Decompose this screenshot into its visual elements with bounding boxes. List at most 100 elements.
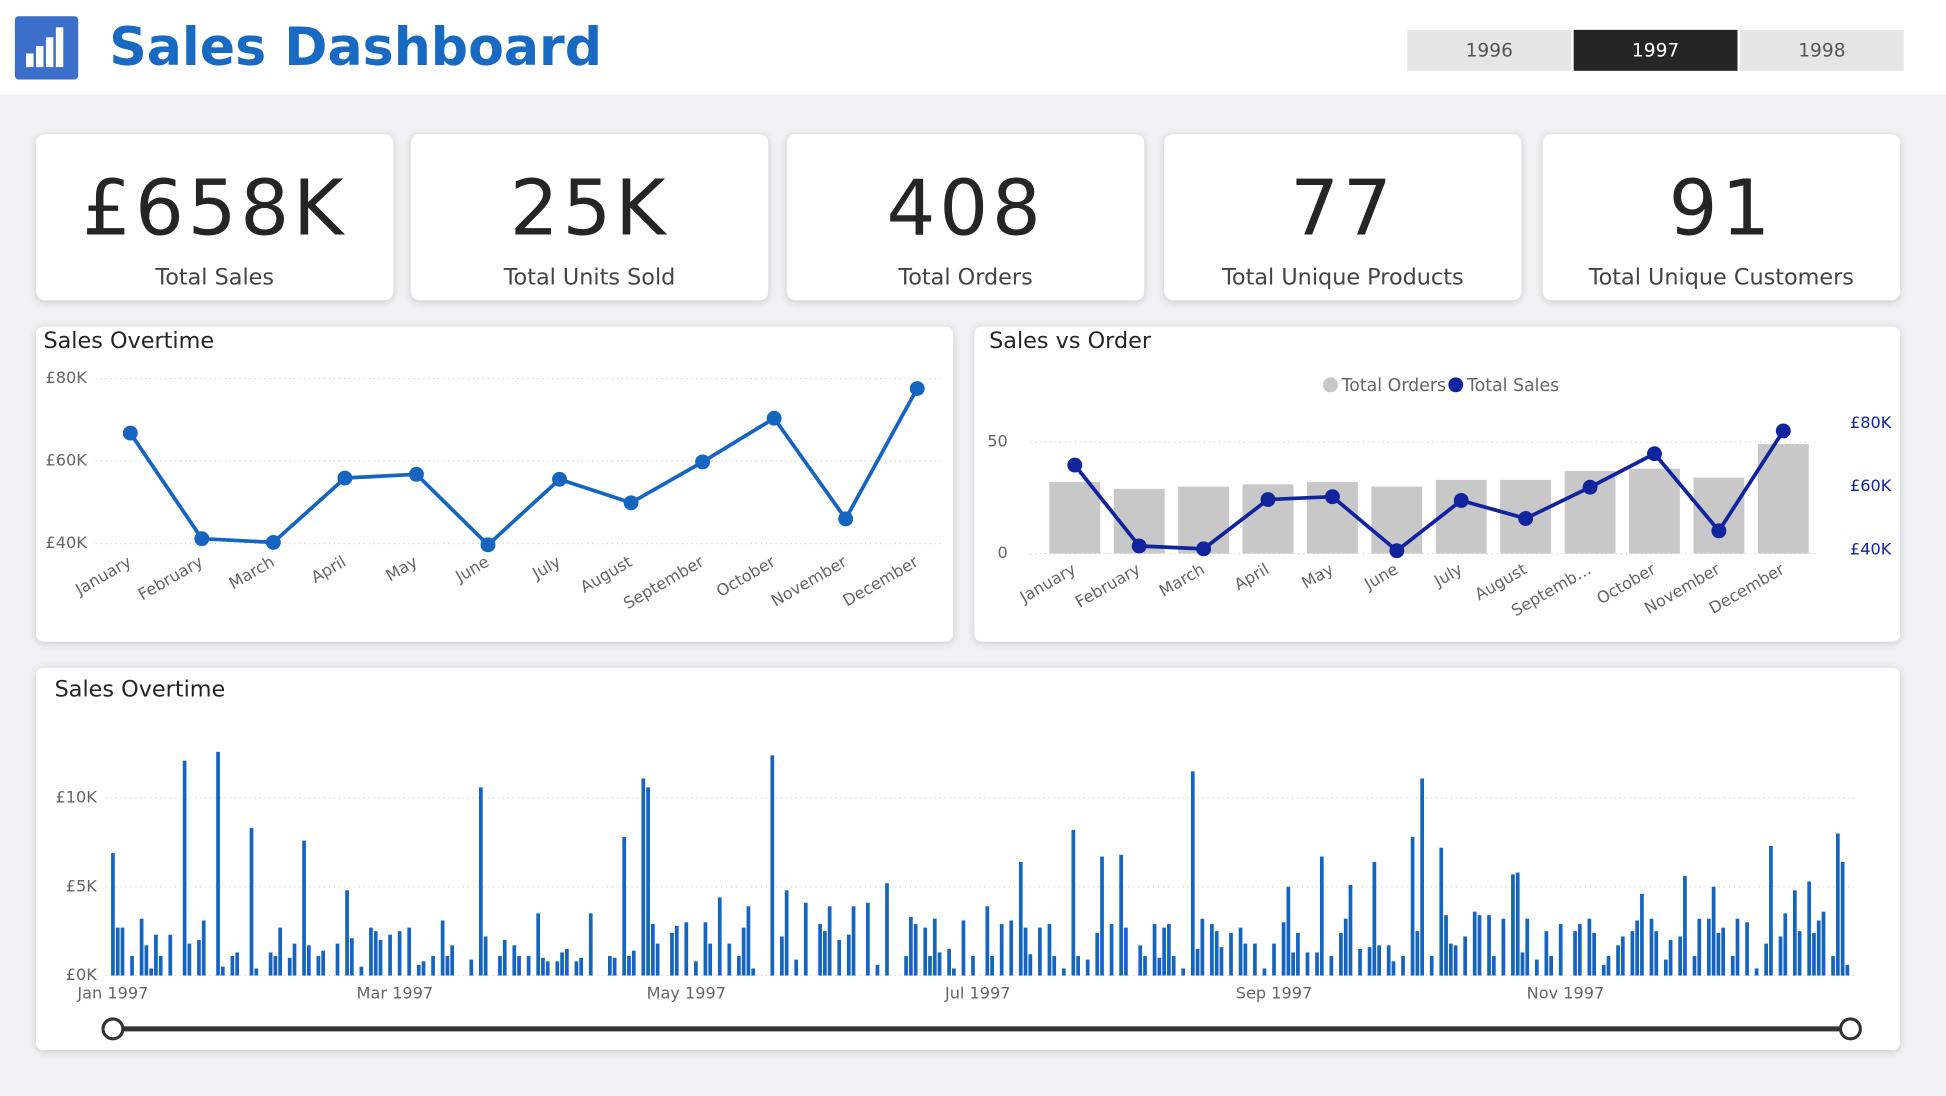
y-tick-label: £80K <box>1850 413 1892 432</box>
daily-sales-bar <box>1038 927 1042 976</box>
daily-sales-bar <box>708 943 713 976</box>
kpi-card <box>1542 134 1901 301</box>
daily-sales-bar <box>1807 881 1812 976</box>
daily-sales-bar <box>1229 932 1233 976</box>
daily-sales-bar <box>111 853 115 976</box>
daily-sales-bar <box>1444 915 1448 976</box>
daily-sales-bar <box>851 906 856 976</box>
daily-sales-bar <box>1534 959 1539 976</box>
daily-sales-bar <box>694 961 698 976</box>
daily-sales-bar <box>780 936 784 976</box>
daily-sales-bar <box>1477 915 1482 976</box>
daily-sales-bar <box>1816 920 1821 976</box>
daily-sales-bar <box>904 956 908 976</box>
range-slider-handle[interactable] <box>1838 1017 1862 1041</box>
daily-sales-bar <box>932 918 937 976</box>
sales-line-marker <box>337 470 353 486</box>
legend-swatch <box>1322 377 1338 393</box>
daily-sales-bar <box>727 943 732 976</box>
daily-sales-bar <box>1171 956 1176 976</box>
sales-line-marker <box>194 531 210 547</box>
y-tick-label: £10K <box>55 787 97 806</box>
year-button-label[interactable]: 1997 <box>1632 40 1679 61</box>
daily-sales-bar <box>1052 956 1057 976</box>
daily-sales-bar <box>770 755 775 976</box>
x-tick-label: Mar 1997 <box>357 984 434 1003</box>
x-tick-label: Jul 1997 <box>944 984 1011 1003</box>
kpi-label: Total Unique Customers <box>1588 265 1854 291</box>
sales-line-marker <box>766 410 782 426</box>
daily-sales-bar <box>469 959 474 976</box>
daily-sales-bar <box>990 956 994 976</box>
daily-sales-bar <box>961 920 966 976</box>
daily-sales-bar <box>1018 861 1023 976</box>
daily-sales-bar <box>1649 918 1654 976</box>
daily-sales-bar <box>1745 922 1749 976</box>
daily-sales-bar <box>1635 920 1640 976</box>
daily-sales-bar <box>818 924 822 976</box>
daily-sales-bar <box>373 931 378 976</box>
year-button-bg[interactable] <box>1407 29 1572 71</box>
y-tick-label: 0 <box>997 543 1007 562</box>
daily-sales-bar <box>751 968 756 976</box>
daily-sales-bar <box>1835 833 1840 976</box>
daily-sales-bar <box>1448 943 1453 976</box>
daily-sales-bar <box>1272 943 1276 976</box>
daily-sales-bar <box>1668 940 1673 976</box>
daily-sales-bar <box>1262 968 1267 976</box>
year-button-label[interactable]: 1998 <box>1798 40 1845 61</box>
daily-sales-bar <box>1429 956 1434 976</box>
daily-sales-bar <box>1797 931 1802 976</box>
daily-sales-bar <box>1348 884 1353 976</box>
daily-sales-bar <box>440 920 445 976</box>
daily-sales-bar <box>158 956 163 976</box>
year-button[interactable]: 1996 <box>1407 29 1572 71</box>
daily-sales-bar <box>1735 918 1740 976</box>
year-button-bg[interactable] <box>1573 29 1738 71</box>
daily-sales-bar <box>1515 872 1520 976</box>
daily-sales-bar <box>588 913 593 976</box>
daily-sales-bar <box>120 927 125 976</box>
daily-sales-bar <box>952 968 956 976</box>
daily-sales-bar <box>498 956 502 976</box>
daily-sales-bar <box>1076 956 1080 976</box>
daily-sales-bar <box>1343 918 1348 976</box>
kpi-value: 408 <box>887 165 1045 254</box>
daily-sales-bar <box>1606 956 1611 976</box>
daily-sales-bar <box>1157 957 1162 976</box>
kpi-card <box>410 134 769 301</box>
daily-sales-bar <box>1730 956 1735 976</box>
year-button-label[interactable]: 1996 <box>1466 40 1513 61</box>
x-tick-label: Jan 1997 <box>76 984 148 1003</box>
daily-sales-bar <box>512 945 517 976</box>
y-tick-label: £40K <box>1850 539 1892 558</box>
legend-label: Total Orders <box>1341 376 1446 396</box>
year-button[interactable]: 1998 <box>1739 29 1904 71</box>
y-tick-label: £60K <box>46 451 88 470</box>
daily-sales-bar <box>1654 931 1659 976</box>
daily-sales-bar <box>1214 931 1219 976</box>
daily-sales-bar <box>1821 911 1826 976</box>
daily-sales-bar <box>249 828 254 976</box>
kpi-label: Total Units Sold <box>503 265 676 291</box>
daily-sales-bar <box>1195 948 1200 976</box>
daily-sales-bar <box>1845 964 1850 976</box>
kpi-card <box>786 134 1145 301</box>
daily-sales-bar <box>1085 959 1090 976</box>
orders-bar <box>1371 486 1423 554</box>
dashboard-title: Sales Dashboard <box>109 18 602 78</box>
year-button-bg[interactable] <box>1739 29 1904 71</box>
daily-sales-bar <box>641 778 646 976</box>
daily-sales-bar <box>947 948 951 976</box>
daily-sales-bar <box>450 945 455 976</box>
sales-line <box>128 387 919 547</box>
range-slider-handle[interactable] <box>101 1017 125 1041</box>
daily-sales-bar <box>1023 927 1028 976</box>
daily-sales-bar <box>1315 952 1319 976</box>
daily-sales-bar <box>1706 918 1711 976</box>
daily-sales-bar <box>1238 927 1243 976</box>
year-button[interactable]: 1997 <box>1573 29 1738 71</box>
daily-sales-bar <box>1620 936 1625 976</box>
sales-line-marker <box>909 381 925 396</box>
daily-sales-bar <box>1243 943 1248 976</box>
